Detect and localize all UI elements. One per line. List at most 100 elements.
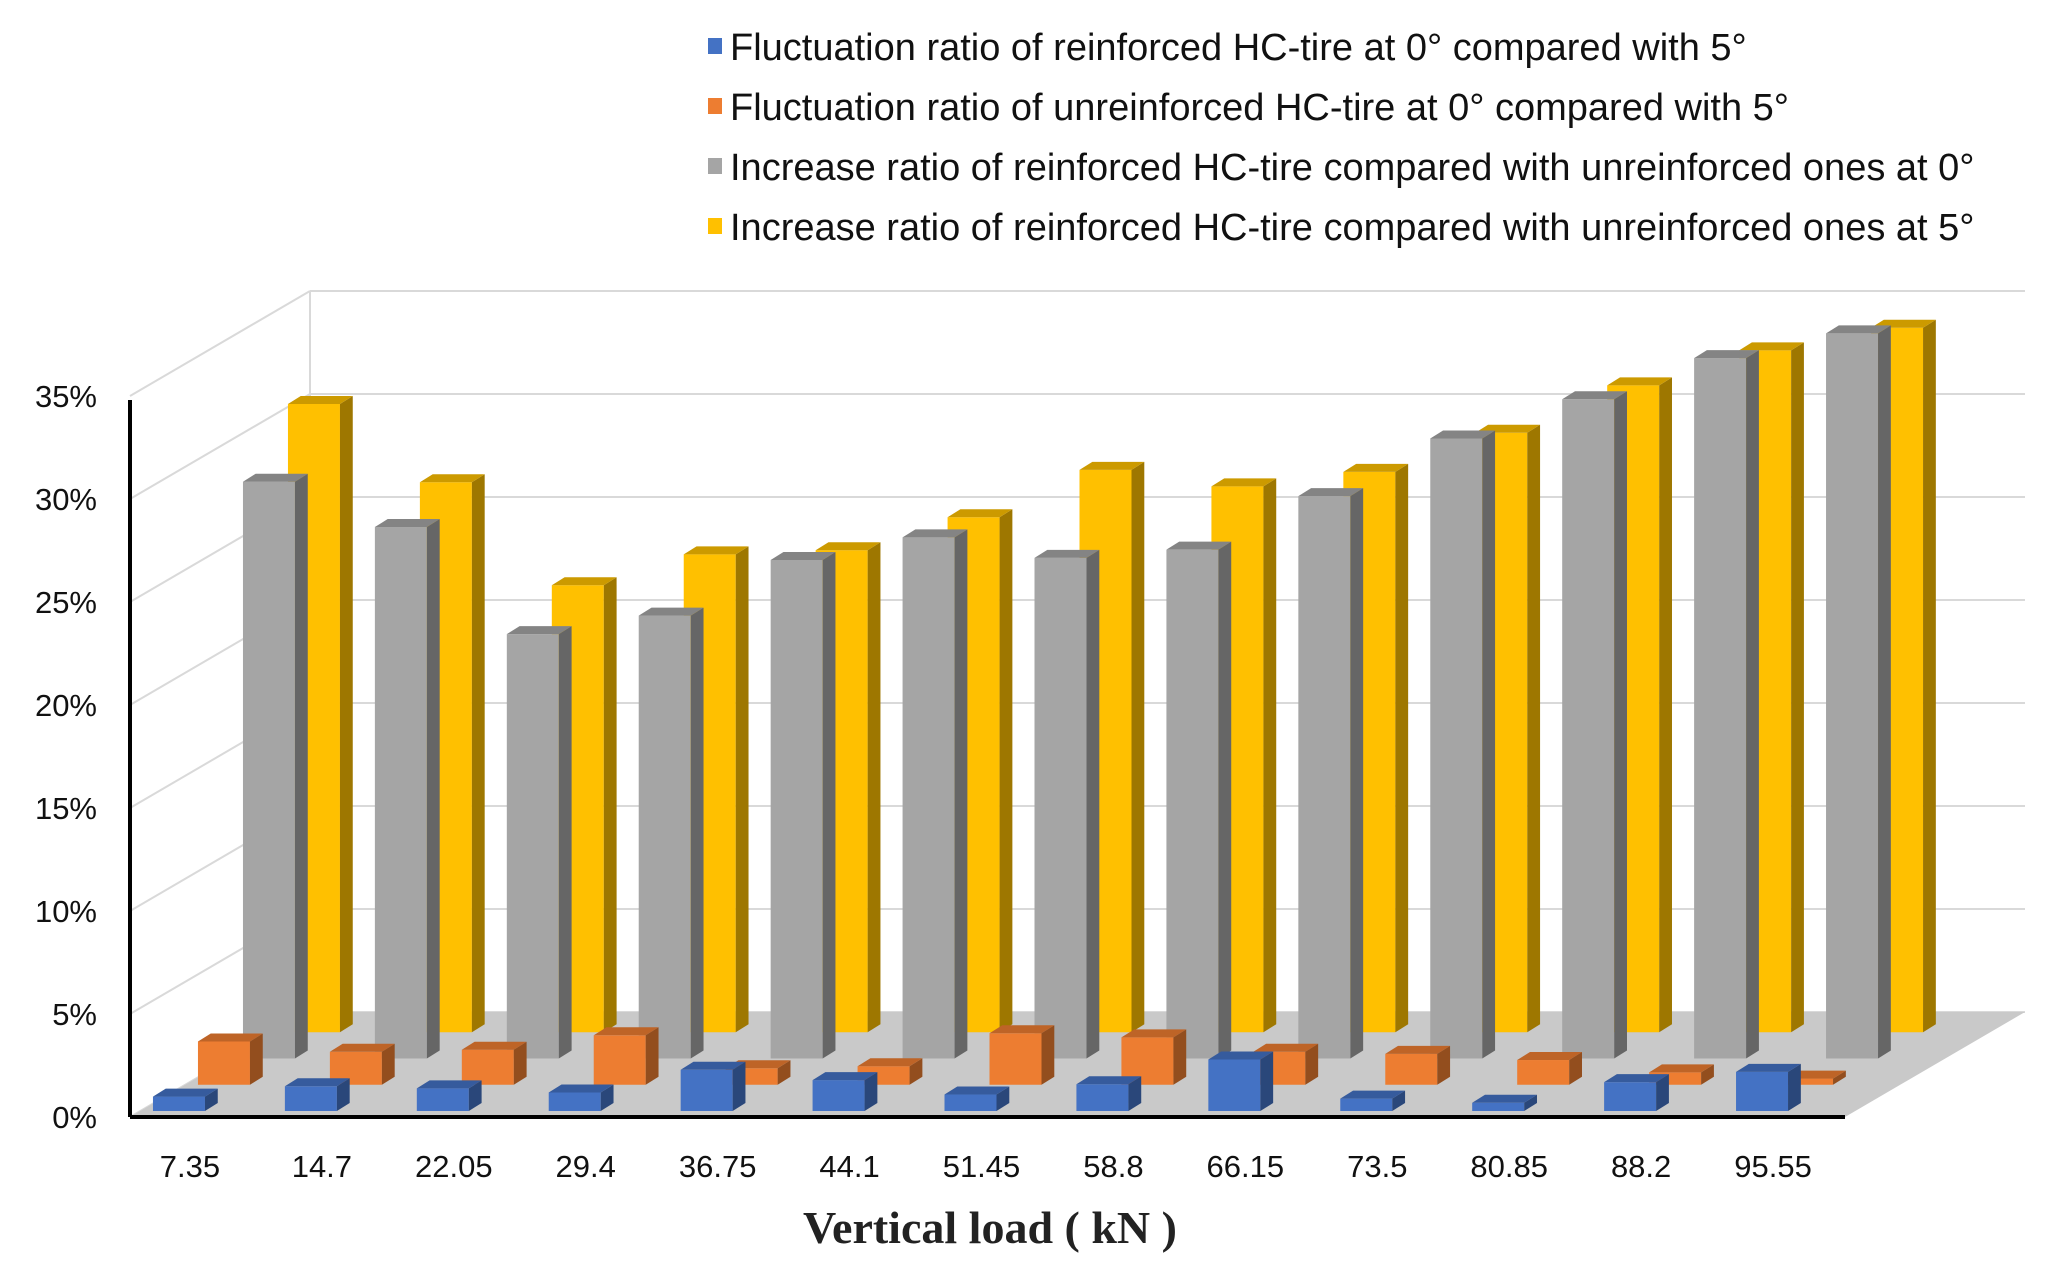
bar-top (1211, 478, 1277, 487)
bar-front (1604, 1082, 1657, 1111)
bar-top (989, 1025, 1055, 1034)
bar-side (558, 626, 572, 1059)
bar-side (1086, 549, 1100, 1059)
bar-top (374, 519, 440, 528)
y-tick-label: 15% (35, 791, 97, 826)
bar-top (680, 1061, 746, 1070)
bar (506, 626, 572, 1059)
bar (1736, 1063, 1801, 1111)
bar-top (287, 395, 353, 404)
bar-top (1121, 1029, 1187, 1038)
bar (329, 1043, 395, 1085)
bar-top (1385, 1045, 1451, 1054)
bar-top (593, 1027, 659, 1036)
bar (152, 1088, 218, 1111)
bar-front (461, 1049, 514, 1085)
x-tick-label: 73.5 (1347, 1149, 1407, 1184)
bar-front (944, 1094, 997, 1111)
bar-side (732, 1061, 746, 1111)
bar-front (506, 634, 559, 1059)
bar-front (416, 1088, 469, 1111)
y-tick-label: 20% (35, 688, 97, 723)
bar (638, 607, 704, 1059)
legend-label: Fluctuation ratio of unreinforced HC-tir… (730, 87, 1789, 129)
bar-top (1649, 1064, 1714, 1073)
axes: 0% 5% 10% 15% 20% 25% 30% 35% 7.35 14.7 22.05 29.4 3… (35, 379, 1845, 1184)
bar (197, 1033, 263, 1085)
bar-front (1430, 438, 1483, 1059)
bar-side (1263, 478, 1277, 1033)
bar (1385, 1045, 1451, 1085)
bar-side (381, 1043, 395, 1085)
bars (152, 319, 1936, 1111)
bar-top (1208, 1051, 1274, 1060)
bar-top (902, 529, 968, 538)
bar-front (1208, 1059, 1261, 1111)
bar-top (551, 577, 617, 586)
y-tick-label: 0% (52, 1100, 97, 1135)
bar (680, 1061, 746, 1111)
bar (593, 1027, 659, 1085)
bar (944, 1086, 1010, 1111)
bar (1208, 1051, 1274, 1111)
y-tick-label: 35% (35, 379, 97, 414)
bar-top (1517, 1052, 1582, 1061)
bar-top (1298, 488, 1364, 497)
bar-side (1128, 1076, 1142, 1111)
bar-front (242, 481, 295, 1059)
bar-front (1472, 1102, 1525, 1111)
bar-top (1694, 350, 1759, 359)
bar-front (1781, 1078, 1834, 1085)
bar (1166, 541, 1232, 1059)
bar-top (1607, 377, 1672, 386)
bar-front (1340, 1098, 1393, 1111)
bar-front (770, 559, 823, 1059)
bar-side (1656, 1074, 1669, 1111)
legend-label: Increase ratio of reinforced HC-tire com… (730, 147, 1974, 189)
x-tick-label: 22.05 (415, 1149, 493, 1184)
bar-top (947, 509, 1013, 518)
bar-top (284, 1078, 350, 1087)
bar-side (1260, 1051, 1274, 1111)
bar-top (329, 1043, 395, 1052)
bar-front (638, 615, 691, 1059)
bar (1298, 488, 1364, 1059)
bar-side (777, 1060, 791, 1085)
bar (461, 1041, 527, 1085)
bar-top (506, 626, 572, 635)
bar-top (1076, 1076, 1142, 1085)
y-tick-label: 10% (35, 894, 97, 929)
bar (1430, 430, 1496, 1059)
bar-front (1298, 496, 1351, 1059)
bar-side (1788, 1063, 1801, 1111)
bar (548, 1084, 614, 1111)
bar-front (989, 1033, 1042, 1085)
bar (1562, 391, 1627, 1059)
bar (770, 551, 836, 1059)
bar (1121, 1029, 1187, 1085)
bar-side (294, 473, 308, 1059)
bar-side (249, 1033, 263, 1085)
bar-front (1562, 399, 1615, 1059)
bar-top (1562, 391, 1627, 400)
bar-front (1826, 333, 1879, 1059)
bar-front (1166, 549, 1219, 1059)
bar-front (680, 1069, 733, 1111)
bar-side (339, 395, 353, 1033)
bar-side (690, 607, 704, 1059)
x-tick-label: 88.2 (1611, 1149, 1671, 1184)
bar-front (1076, 1084, 1129, 1111)
bar (1826, 325, 1891, 1059)
bar (1076, 1076, 1142, 1111)
bar-top (944, 1086, 1010, 1095)
bar-side (1569, 1052, 1582, 1085)
x-tick-label: 58.8 (1083, 1149, 1143, 1184)
bar-top (770, 551, 836, 560)
bar-side (735, 546, 749, 1033)
y-tick-label: 5% (52, 997, 97, 1032)
x-tick-label: 66.15 (1207, 1149, 1285, 1184)
bar-side (1395, 463, 1409, 1033)
bar-top (242, 473, 308, 482)
bar-top (461, 1041, 527, 1050)
